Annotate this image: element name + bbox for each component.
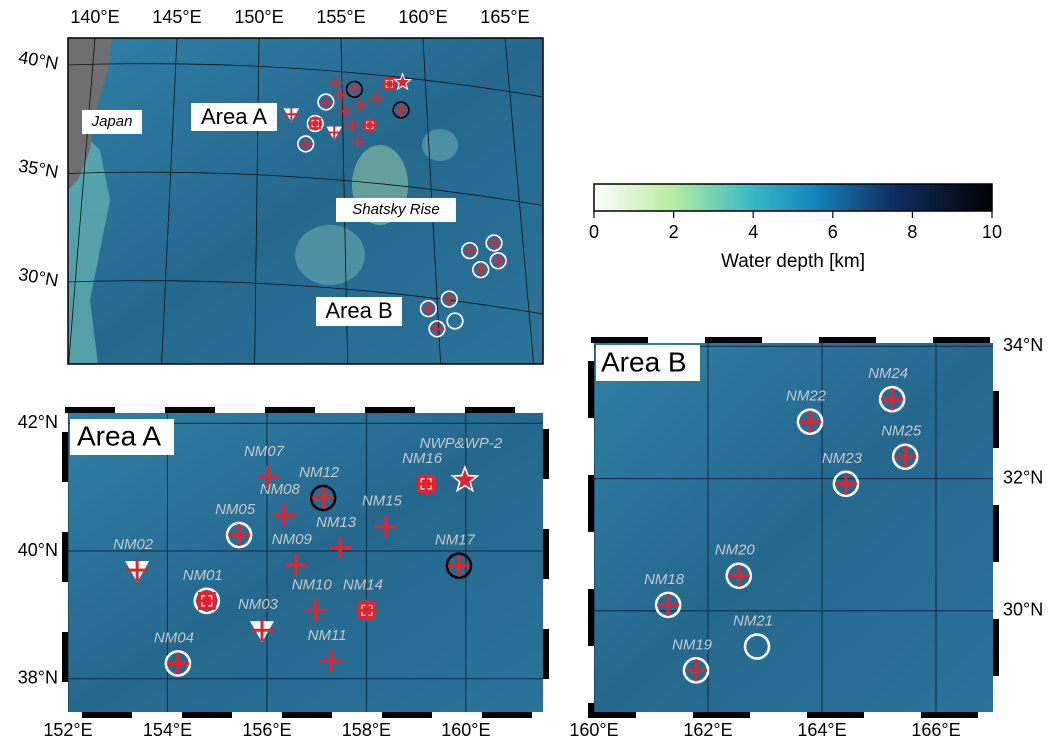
overview-station [318, 94, 334, 110]
station-label: NM12 [299, 464, 340, 481]
x-tick-label: 166°E [911, 720, 960, 740]
colorbar-tick-label: 0 [589, 222, 599, 242]
overview-station [347, 82, 363, 98]
station-label: NM16 [402, 450, 443, 467]
y-tick-label: 35°N [17, 155, 60, 182]
station-label: NM02 [113, 536, 154, 553]
station [311, 486, 335, 510]
overview-station [441, 291, 457, 307]
station-label: NM07 [244, 443, 285, 460]
x-tick-label: 160°E [398, 7, 447, 27]
y-tick-label: 40°N [17, 47, 60, 74]
panel-title: Area B [601, 346, 687, 377]
place-label: Japan [91, 113, 133, 130]
station [166, 651, 190, 675]
station-label: NM04 [154, 629, 194, 646]
station-label: NM10 [292, 576, 333, 593]
station-label: NM23 [822, 450, 863, 467]
station [893, 445, 917, 469]
rise [422, 129, 458, 161]
x-tick-label: 152°E [43, 720, 92, 740]
x-tick-label: 140°E [70, 7, 119, 27]
station [727, 564, 751, 588]
station-label: NM24 [868, 365, 908, 382]
overview-station [382, 77, 396, 91]
station [880, 387, 904, 411]
overview-station [307, 116, 323, 132]
overview-station [429, 321, 445, 337]
x-tick-label: 165°E [480, 7, 529, 27]
station-label: NM14 [343, 576, 383, 593]
station [447, 554, 471, 578]
overview-station [486, 235, 502, 251]
colorbar-tick-label: 6 [828, 222, 838, 242]
y-tick-label: 40°N [18, 540, 58, 560]
y-tick-label: 42°N [18, 412, 58, 432]
station [656, 593, 680, 617]
station [227, 523, 251, 547]
colorbar-tick-label: 2 [669, 222, 679, 242]
x-tick-label: 145°E [152, 7, 201, 27]
station-label: NM01 [183, 567, 223, 584]
colorbar [594, 184, 992, 211]
y-tick-label: 32°N [1003, 467, 1043, 487]
station-label: NM09 [272, 531, 313, 548]
overview-map [68, 38, 543, 364]
x-tick-label: 150°E [234, 7, 283, 27]
colorbar-tick-label: 8 [907, 222, 917, 242]
panel-title: Area A [77, 420, 161, 451]
overview-station [490, 253, 506, 269]
overview-station [363, 118, 377, 132]
x-tick-label: 155°E [316, 7, 365, 27]
x-tick-label: 164°E [797, 720, 846, 740]
area-label: Area B [325, 298, 392, 323]
station [834, 472, 858, 496]
x-tick-label: 162°E [683, 720, 732, 740]
station-label: NM11 [308, 627, 347, 644]
colorbar-tick-label: 4 [748, 222, 758, 242]
station-label: NM17 [435, 532, 476, 549]
station-label: NM13 [316, 514, 357, 531]
overview-station [298, 136, 314, 152]
x-tick-label: 156°E [242, 720, 291, 740]
station-label: NM18 [644, 571, 685, 588]
station [798, 410, 822, 434]
station-label: NM19 [672, 636, 713, 653]
station [415, 473, 437, 495]
station-label: NM15 [362, 493, 403, 510]
overview-station [393, 102, 409, 118]
station [356, 599, 378, 621]
station [195, 589, 219, 613]
area-label: Area A [201, 104, 267, 129]
y-tick-label: 38°N [18, 668, 58, 688]
ocean [68, 38, 543, 364]
x-tick-label: 160°E [441, 720, 490, 740]
station-label: NM08 [260, 481, 301, 498]
station [684, 658, 708, 682]
station-label: NM22 [786, 388, 827, 405]
station-label: NM20 [715, 542, 756, 559]
colorbar-tick-label: 10 [982, 222, 1002, 242]
colorbar-label: Water depth [km] [721, 251, 865, 272]
figure: Japan Area A Shatsky Rise Area B Water d… [0, 0, 1052, 744]
x-tick-label: 158°E [342, 720, 391, 740]
overview-station [462, 243, 478, 259]
y-tick-label: 30°N [1003, 600, 1043, 620]
place-label: Shatsky Rise [352, 201, 440, 218]
station-label: NM21 [733, 613, 773, 630]
station-label: NM25 [881, 423, 922, 440]
station-label: NM03 [238, 596, 279, 613]
x-tick-label: 154°E [143, 720, 192, 740]
y-tick-label: 30°N [17, 264, 60, 291]
x-tick-label: 160°E [569, 720, 618, 740]
overview-station [473, 262, 489, 278]
rise [295, 225, 365, 285]
station-label: NWP&WP-2 [420, 435, 503, 452]
station-label: NM05 [215, 501, 256, 518]
y-tick-label: 34°N [1003, 335, 1043, 355]
overview-station [421, 301, 437, 317]
